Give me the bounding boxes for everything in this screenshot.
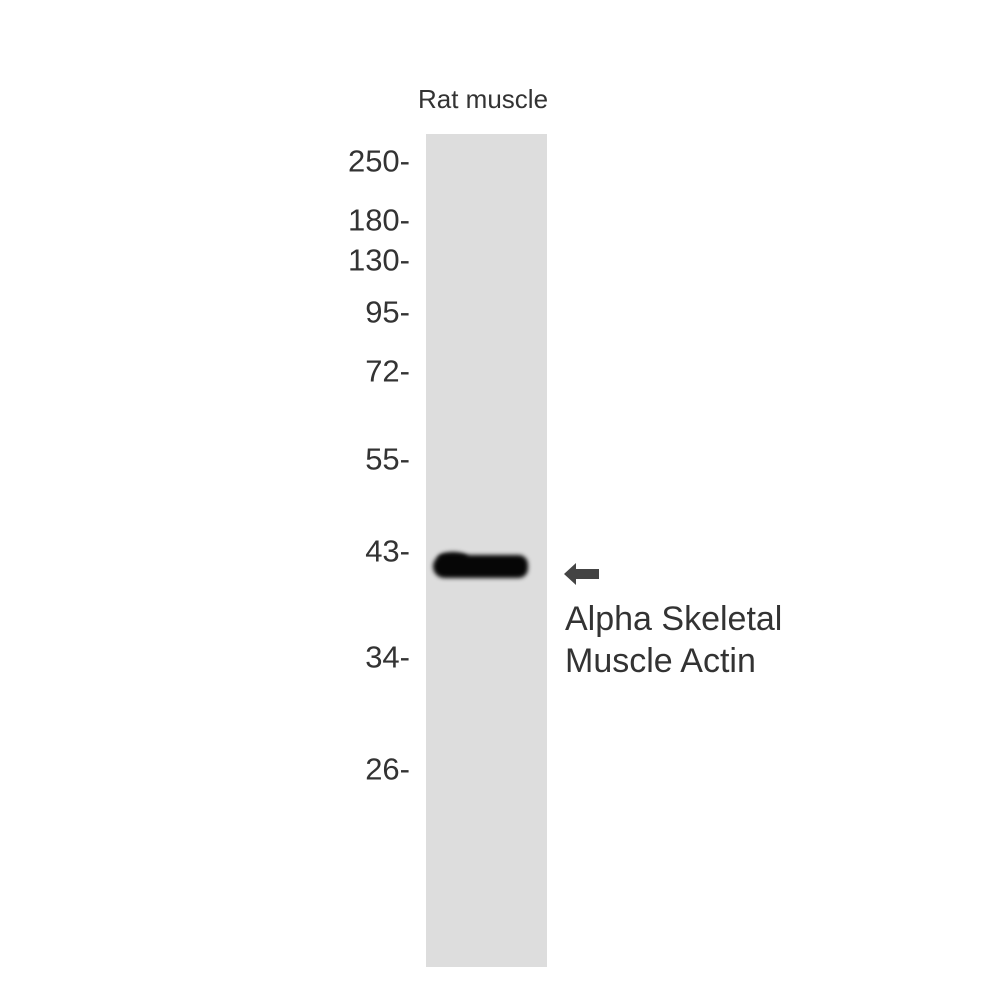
target-label-line1: Alpha Skeletal: [565, 600, 783, 638]
marker-26: 26-: [365, 751, 410, 787]
target-label: Alpha Skeletal Muscle Actin: [565, 598, 782, 682]
marker-180: 180-: [347, 202, 410, 238]
marker-34: 34-: [365, 639, 410, 675]
marker-72: 72-: [365, 353, 410, 389]
marker-55: 55-: [365, 441, 410, 477]
marker-250: 250-: [347, 143, 410, 179]
marker-43: 43-: [365, 533, 410, 569]
marker-95: 95-: [365, 294, 410, 330]
marker-130: 130-: [347, 242, 410, 278]
left-arrow-icon: [564, 563, 599, 585]
blot-lane: [426, 134, 547, 967]
lane-label: Rat muscle: [418, 84, 549, 114]
target-label-line2: Muscle Actin: [565, 642, 756, 680]
protein-band: [433, 555, 528, 578]
